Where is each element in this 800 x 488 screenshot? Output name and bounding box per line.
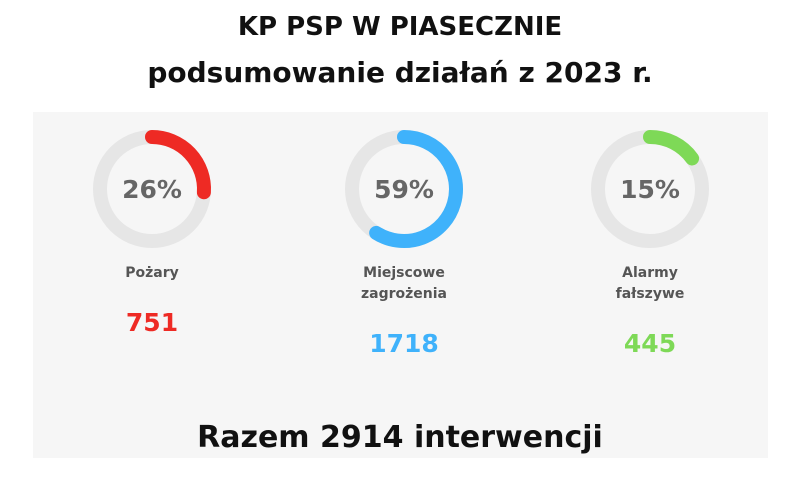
footer: Razem 2914 interwencji — [197, 420, 603, 455]
donut: 26% — [93, 130, 211, 248]
count-label: 1718 — [369, 329, 439, 358]
donut: 15% — [591, 130, 709, 248]
subtitle: podsumowanie działań z 2023 r. — [147, 56, 653, 89]
donut-arc — [145, 130, 211, 200]
title: KP PSP W PIASECZNIE — [237, 12, 563, 42]
donut-arc — [643, 130, 700, 166]
donut-arc — [369, 130, 463, 248]
category-label: Miejscowe zagrożenia — [361, 265, 447, 302]
category-label: Pożary — [125, 265, 179, 281]
category-column: 59% Miejscowe zagrożenia 1718 — [304, 125, 504, 358]
panel — [33, 112, 768, 458]
category-label: Alarmy fałszywe — [615, 265, 685, 302]
count-label: 751 — [125, 308, 179, 337]
percent-label: 15% — [620, 175, 680, 204]
percent-label: 59% — [374, 175, 434, 204]
percent-label: 26% — [122, 175, 182, 204]
category-column: 15% Alarmy fałszywe 445 — [550, 125, 750, 358]
count-label: 445 — [623, 329, 677, 358]
category-column: 26% Pożary 751 — [52, 125, 252, 337]
donut: 59% — [345, 130, 463, 248]
